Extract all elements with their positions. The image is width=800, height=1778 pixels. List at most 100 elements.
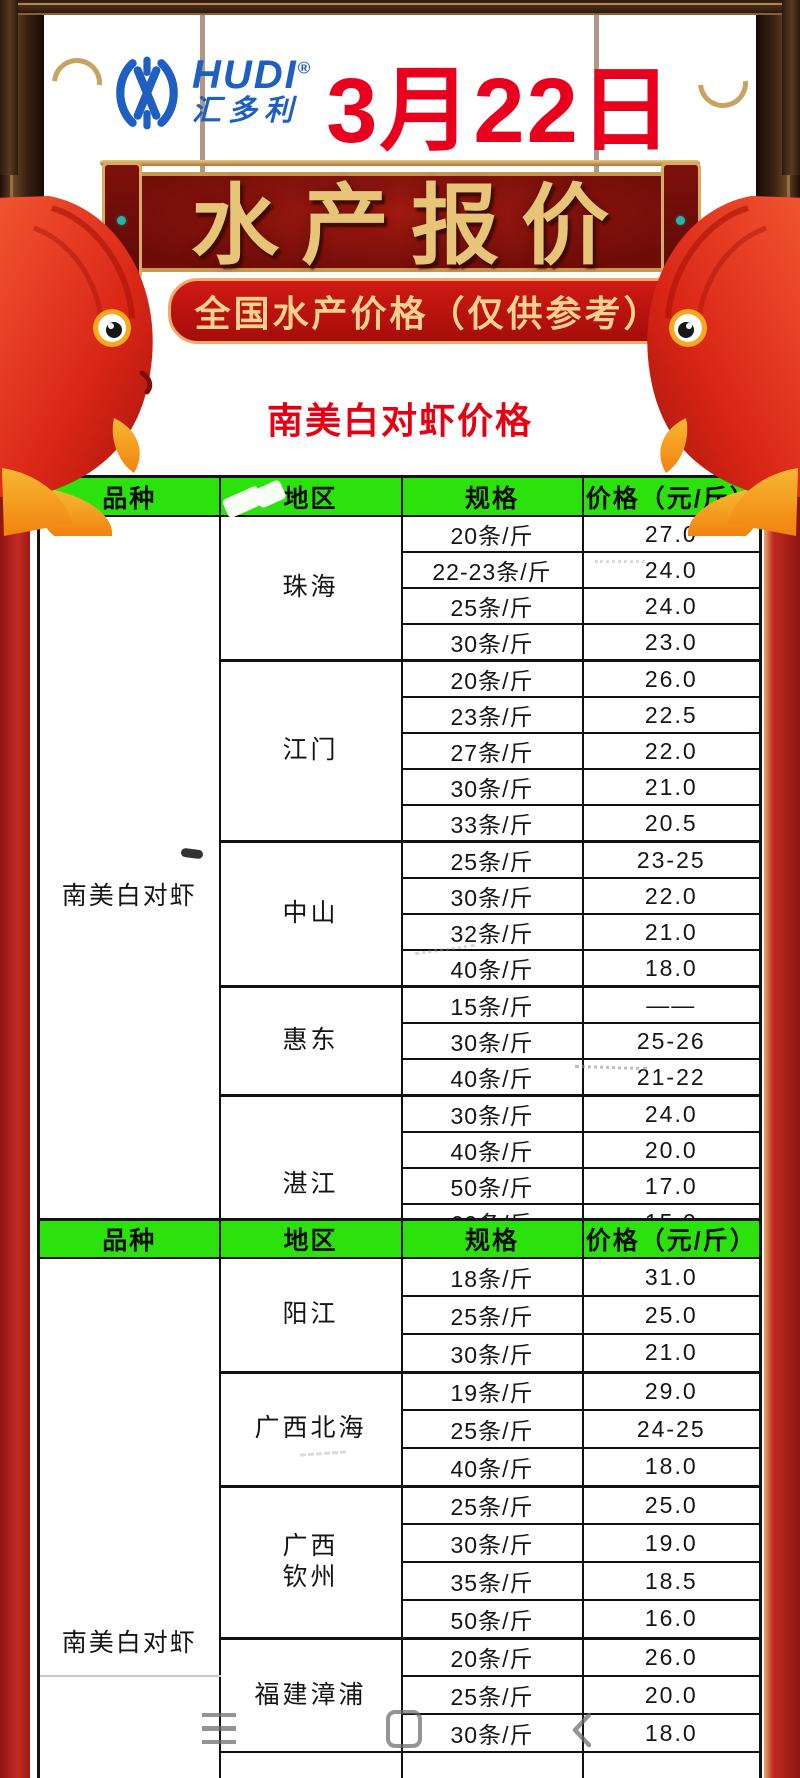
region-cell: 惠东 (218, 985, 403, 1097)
table-row: 广西 钦州 25条/斤 25.0 (39, 1484, 762, 1639)
spec-cell: 40条/斤 (400, 949, 584, 988)
col-header-species: 品种 (37, 1218, 221, 1259)
price-cell: 24-25 (581, 1409, 762, 1449)
spec-cell: 50条/斤 (400, 1167, 584, 1205)
table-row: 广西北海 19条/斤 29.0 (39, 1370, 762, 1487)
price-cell: 22.0 (581, 732, 762, 770)
table-row: 40条/斤 20.0 (39, 1131, 762, 1169)
table-row: 32条/斤 21.0 (39, 913, 762, 951)
spec-cell: 32条/斤 (400, 913, 584, 951)
price-cell: 20.0 (581, 1131, 762, 1169)
price-cell: 20.5 (581, 804, 762, 843)
registered-mark: ® (297, 58, 313, 78)
recents-icon[interactable] (202, 1713, 236, 1744)
table-row: 25条/斤 24.0 (39, 587, 762, 625)
species-cell-empty (37, 1675, 221, 1778)
price-cell: 25-26 (581, 1022, 762, 1060)
spec-cell: 40条/斤 (400, 1058, 584, 1097)
col-header-species: 品种 (37, 475, 221, 517)
spec-cell: 25条/斤 (400, 1295, 584, 1335)
spec-cell: 30条/斤 (400, 1094, 584, 1133)
price-table-1: 品种 地区 规格 价格（元/斤） 南美白对虾 珠海 20条/斤 27.0 22-… (37, 475, 762, 1275)
table-row: 江门 20条/斤 26.0 (39, 659, 762, 843)
spec-cell: 25条/斤 (400, 1484, 584, 1525)
table-row: 中山 25条/斤 23-25 (39, 840, 762, 988)
hudi-logo: HUDI® 汇多利 (110, 55, 312, 131)
spec-cell: 20条/斤 (400, 1636, 584, 1677)
price-cell: 24.0 (581, 551, 762, 589)
spec-cell: 30条/斤 (400, 877, 584, 915)
price-cell: 24.0 (581, 1094, 762, 1133)
table-row: 30条/斤 19.0 (39, 1523, 762, 1563)
price-cell-empty (581, 1751, 762, 1778)
spec-cell: 25条/斤 (400, 1409, 584, 1449)
price-cell: 22.5 (581, 696, 762, 734)
col-header-spec: 规格 (400, 475, 584, 517)
species-cell: 南美白对虾 (37, 515, 221, 1274)
price-cell: 18.0 (581, 1447, 762, 1487)
spec-cell: 22-23条/斤 (400, 551, 584, 589)
table-row: 35条/斤 18.5 (39, 1561, 762, 1601)
price-cell: 26.0 (581, 659, 762, 698)
red-curtain-right (764, 472, 800, 1778)
price-cell: 21.0 (581, 913, 762, 951)
price-cell: 20.0 (581, 1675, 762, 1715)
spec-cell: 18条/斤 (400, 1257, 584, 1297)
table-row: 50条/斤 17.0 (39, 1167, 762, 1205)
spec-cell: 20条/斤 (400, 659, 584, 698)
table-header-row: 品种 地区 规格 价格（元/斤） (37, 1218, 762, 1259)
spec-cell: 27条/斤 (400, 732, 584, 770)
price-cell: 23-25 (581, 840, 762, 879)
region-cell: 珠海 (218, 515, 403, 662)
table-row: 25条/斤 24-25 (39, 1409, 762, 1449)
date-title: 3月22日 (326, 60, 674, 162)
table-row: 南美白对虾 珠海 20条/斤 27.0 (37, 515, 762, 1274)
table-row: 惠东 15条/斤 —— (39, 985, 762, 1097)
table-row: 33条/斤 20.5 (39, 804, 762, 843)
banner-board (132, 172, 668, 272)
frame-corner-left (0, 0, 18, 175)
banner-subtitle: 全国水产价格（仅供参考） (168, 278, 689, 344)
spec-cell: 25条/斤 (400, 587, 584, 625)
price-cell: 25.0 (581, 1484, 762, 1525)
table-row-partial (39, 1751, 762, 1778)
price-cell: 18.0 (581, 949, 762, 988)
price-cell: 26.0 (581, 1636, 762, 1677)
home-icon[interactable] (386, 1710, 422, 1748)
region-cell: 阳江 (218, 1257, 403, 1373)
price-cell: 18.0 (581, 1713, 762, 1753)
section-title: 南美白对虾价格 (266, 400, 533, 441)
price-cell: 21-22 (581, 1058, 762, 1097)
col-header-spec: 规格 (400, 1218, 584, 1259)
spec-cell: 30条/斤 (400, 1333, 584, 1373)
spec-cell: 30条/斤 (400, 768, 584, 806)
region-cell: 广西北海 (218, 1370, 403, 1487)
price-cell: 31.0 (581, 1257, 762, 1297)
gem-icon (676, 216, 685, 225)
spec-cell: 40条/斤 (400, 1131, 584, 1169)
spec-cell: 35条/斤 (400, 1561, 584, 1601)
table-row: 30条/斤 21.0 (39, 1333, 762, 1373)
koi-fish-left-icon (0, 196, 153, 536)
back-icon[interactable] (568, 1711, 596, 1749)
top-frame-bar (0, 0, 800, 15)
price-cell: 21.0 (581, 768, 762, 806)
region-cell-empty (218, 1751, 403, 1778)
price-cell: 16.0 (581, 1599, 762, 1639)
spec-cell: 30条/斤 (400, 1713, 584, 1753)
table-row: 福建漳浦 20条/斤 26.0 (39, 1636, 762, 1753)
region-cell: 福建漳浦 (218, 1636, 403, 1753)
spec-cell: 30条/斤 (400, 623, 584, 662)
table-row: 40条/斤 21-22 (39, 1058, 762, 1097)
price-cell: 25.0 (581, 1295, 762, 1335)
price-cell: 21.0 (581, 1333, 762, 1373)
species-cell: 南美白对虾 (37, 1257, 221, 1677)
gold-rail (100, 160, 700, 166)
spec-cell: 30条/斤 (400, 1022, 584, 1060)
hudi-logo-icon (116, 56, 178, 130)
spec-cell: 25条/斤 (400, 1675, 584, 1715)
price-cell: 19.0 (581, 1523, 762, 1563)
frame-corner-right (782, 0, 800, 175)
spec-cell: 50条/斤 (400, 1599, 584, 1639)
